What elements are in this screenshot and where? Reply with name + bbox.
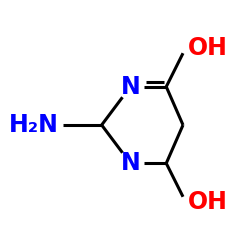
Text: N: N <box>120 75 140 99</box>
Text: H₂N: H₂N <box>9 113 58 137</box>
Text: OH: OH <box>188 36 228 60</box>
Text: N: N <box>120 151 140 175</box>
Text: OH: OH <box>188 190 228 214</box>
